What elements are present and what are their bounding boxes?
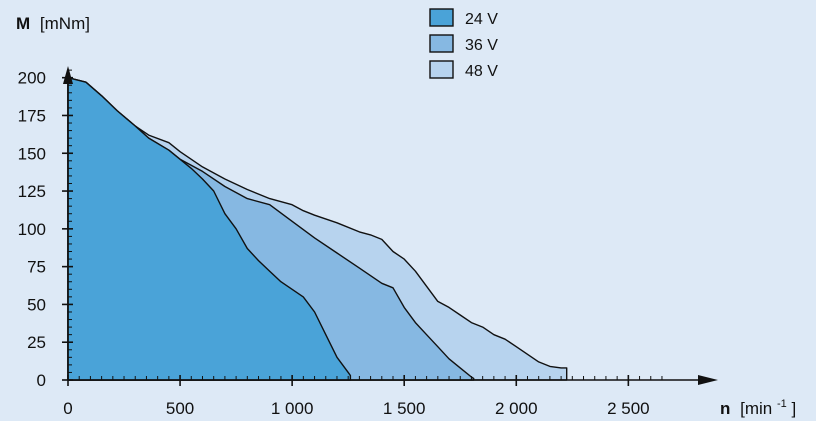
y-tick-label: 100 xyxy=(18,220,46,239)
y-tick-label: 75 xyxy=(27,258,46,277)
legend-swatch-24v xyxy=(429,8,454,27)
y-tick-label: 150 xyxy=(18,144,46,163)
y-tick-label: 200 xyxy=(18,69,46,88)
x-tick-label: 2 000 xyxy=(495,399,538,418)
axes-group: 0 500 1 000 1 500 2 000 2 500 0 25 50 75 100 125 150… xyxy=(18,66,718,418)
x-tick-label: 1 500 xyxy=(383,399,426,418)
legend-swatch-48v xyxy=(429,60,454,79)
legend-swatch-36v xyxy=(429,34,454,53)
legend: 24 V 36 V 48 V xyxy=(429,8,498,80)
area-series-group xyxy=(67,77,568,381)
y-tick-label: 0 xyxy=(37,371,46,390)
x-axis-unit-exponent: -1 xyxy=(777,398,787,410)
x-axis-unit-close: ] xyxy=(792,399,797,418)
x-tick-label: 1 000 xyxy=(271,399,314,418)
legend-label-24v: 24 V xyxy=(465,11,498,28)
x-tick-label: 500 xyxy=(166,399,194,418)
x-tick-label: 0 xyxy=(63,399,72,418)
legend-label-48v: 48 V xyxy=(465,63,498,80)
legend-label-36v: 36 V xyxy=(465,37,498,54)
x-axis-symbol: n xyxy=(720,399,730,418)
x-axis-label: n [min -1 ] xyxy=(720,392,796,418)
area-series-24v xyxy=(67,77,352,381)
y-tick-label: 125 xyxy=(18,182,46,201)
y-tick-label: 50 xyxy=(27,295,46,314)
x-tick-label: 2 500 xyxy=(607,399,650,418)
y-axis-unit: [mNm] xyxy=(40,14,90,33)
x-axis-arrow xyxy=(698,375,718,385)
y-axis-label: M [mNm] xyxy=(16,14,90,33)
y-axis-arrow xyxy=(63,66,73,84)
y-tick-label: 175 xyxy=(18,106,46,125)
x-axis-unit: [min xyxy=(740,399,772,418)
y-axis-symbol: M xyxy=(16,14,30,33)
y-tick-label: 25 xyxy=(27,333,46,352)
